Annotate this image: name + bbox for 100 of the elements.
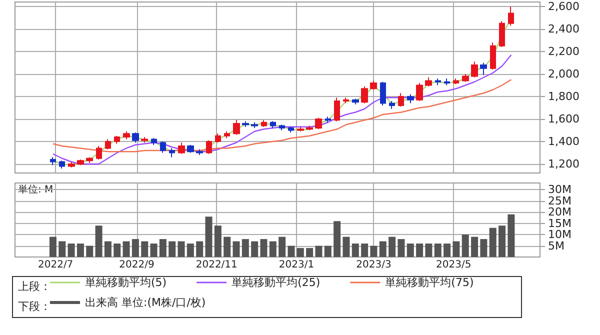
candlestick [206, 140, 212, 154]
bar [315, 246, 322, 257]
bar [159, 239, 166, 257]
bar [168, 241, 176, 257]
candlestick [123, 130, 130, 140]
bar [132, 239, 139, 257]
bar [114, 244, 121, 257]
bar [425, 244, 432, 257]
bar [462, 234, 469, 257]
x-tick-label: 2023/1 [278, 260, 314, 270]
bar [205, 216, 212, 257]
bar [342, 236, 350, 257]
bar [242, 239, 249, 257]
bar [370, 246, 378, 257]
x-tick-label: 2022/11 [196, 260, 238, 270]
candlestick [407, 94, 414, 104]
legend-label: 単純移動平均(75) [385, 276, 474, 289]
candlestick [96, 146, 102, 160]
candlestick [50, 156, 56, 166]
bar [452, 241, 460, 257]
bar [444, 244, 451, 257]
candlestick [315, 117, 322, 130]
candlestick [279, 124, 285, 131]
y-tick-label: 5M [548, 239, 564, 252]
bar [416, 244, 424, 257]
candlestick [160, 141, 166, 154]
bar [398, 239, 405, 257]
candlestick [398, 92, 404, 108]
bar [379, 241, 386, 257]
candlestick [251, 122, 258, 128]
candlestick [77, 159, 84, 166]
bar [361, 244, 368, 257]
candlestick [270, 120, 276, 128]
y-tick-label: 2,200 [548, 45, 580, 58]
y-tick-label: 2,000 [548, 68, 580, 80]
candlestick [389, 100, 395, 110]
bar [278, 236, 286, 257]
candlestick [59, 160, 65, 169]
bar [196, 241, 204, 257]
candlestick [306, 125, 313, 131]
legend-label: 出来高 単位:(M株/口/枚) [85, 296, 206, 309]
bar [150, 244, 158, 257]
candlestick [380, 81, 386, 106]
legend-label: 単純移動平均(25) [232, 276, 320, 289]
y-tick-label: 1,800 [548, 90, 580, 103]
bar [141, 241, 148, 257]
bar [434, 244, 442, 257]
y-tick-label: 25M [548, 194, 572, 208]
bar [334, 221, 341, 257]
bar [471, 236, 478, 257]
bar [324, 246, 332, 257]
candlestick [242, 120, 249, 128]
bar [489, 228, 496, 257]
bar [58, 241, 66, 257]
candlestick [352, 98, 359, 105]
bar [68, 244, 75, 257]
candlestick [425, 76, 432, 87]
candlestick [169, 148, 175, 158]
candlestick [416, 82, 423, 102]
bar [288, 246, 295, 257]
bar [388, 236, 396, 257]
candlestick [187, 144, 194, 154]
y-tick-label: 20M [548, 206, 572, 219]
bar [480, 239, 488, 257]
y-tick-label: 2,600 [548, 0, 580, 13]
bar [296, 248, 304, 257]
x-tick-label: 2022/9 [119, 260, 154, 270]
bar [178, 241, 185, 257]
bar [251, 241, 258, 257]
y-tick-label: 1,200 [548, 158, 580, 170]
x-tick-label: 2023/3 [356, 260, 392, 270]
candlestick [490, 42, 496, 70]
candlestick [297, 126, 304, 132]
candlestick [508, 6, 514, 26]
line-series [52, 54, 512, 165]
bar [306, 248, 314, 257]
bar [232, 241, 240, 257]
y-tick-label: 30M [548, 183, 572, 196]
bar [498, 226, 506, 257]
bar [76, 244, 84, 257]
candlestick [68, 161, 75, 168]
bar [86, 246, 94, 257]
candlestick [105, 138, 111, 150]
text: 上段： [18, 280, 51, 293]
text: 下段： [18, 300, 51, 313]
candlestick [435, 78, 441, 86]
candlestick [288, 126, 294, 133]
bar [352, 244, 359, 257]
candlestick [453, 78, 459, 85]
legend-label: 単純移動平均(5) [85, 276, 167, 289]
y-tick-label: 1,600 [548, 112, 580, 126]
bar [224, 236, 231, 257]
candlestick [334, 97, 340, 122]
candlestick [224, 130, 230, 139]
bar [95, 226, 102, 257]
candlestick [480, 62, 487, 76]
x-tick-label: 2023/5 [436, 260, 472, 270]
candlestick [499, 20, 505, 48]
candlestick [370, 80, 377, 90]
bar [508, 214, 515, 257]
